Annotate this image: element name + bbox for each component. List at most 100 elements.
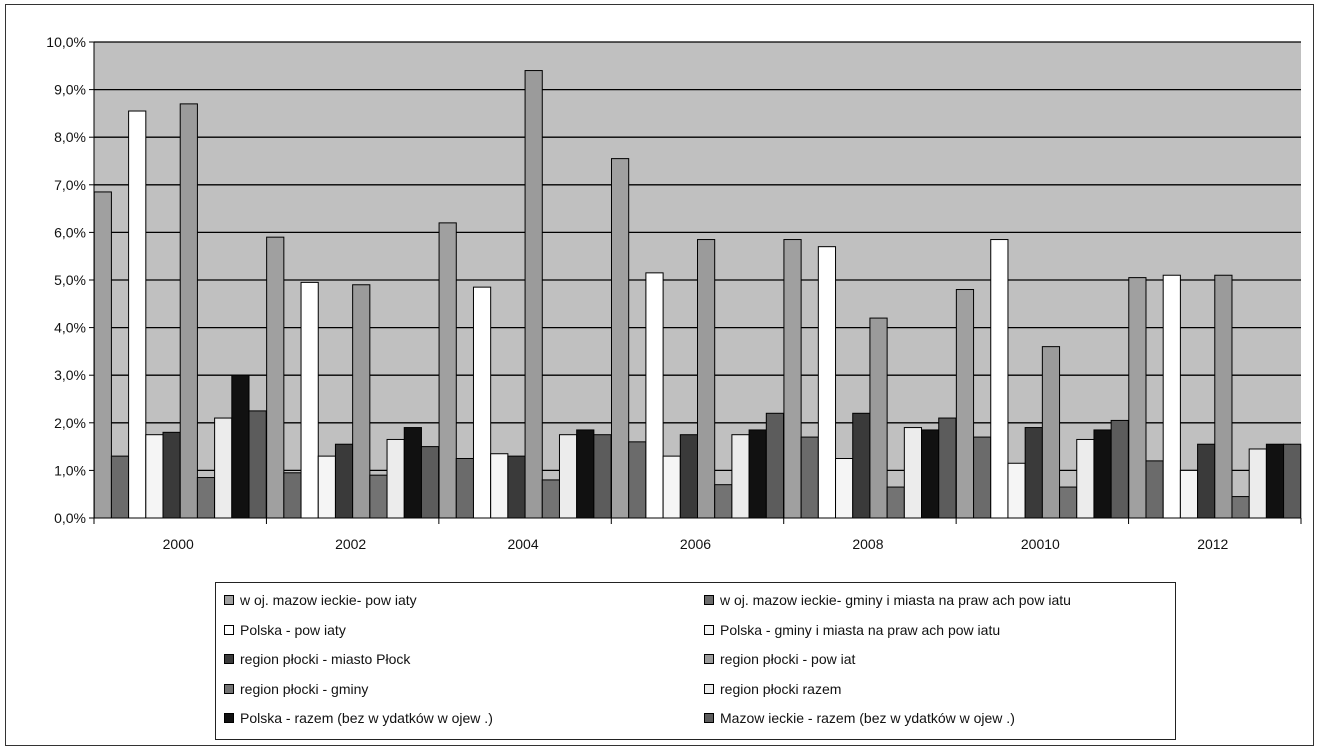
bar bbox=[128, 110, 147, 519]
bar bbox=[869, 317, 888, 519]
bar bbox=[490, 453, 509, 519]
bar bbox=[334, 443, 354, 519]
bar bbox=[783, 239, 802, 519]
bar bbox=[955, 289, 975, 519]
bar bbox=[1093, 429, 1112, 519]
bar bbox=[611, 158, 630, 519]
legend-item: Polska - gminy i miasta na praw ach pow … bbox=[704, 620, 1000, 640]
bar bbox=[628, 441, 647, 519]
legend-label: region płocki - gminy bbox=[240, 680, 369, 697]
legend-item: Polska - pow iaty bbox=[224, 620, 346, 640]
bar bbox=[1128, 277, 1147, 519]
bar bbox=[852, 412, 871, 519]
legend-swatch bbox=[224, 683, 234, 694]
legend-item: Mazow ieckie - razem (bez w ydatków w oj… bbox=[704, 708, 1015, 728]
bar bbox=[231, 374, 250, 519]
legend-label: Polska - razem (bez w ydatków w ojew .) bbox=[240, 710, 493, 726]
bar bbox=[1197, 443, 1216, 519]
bar bbox=[352, 284, 371, 519]
bar bbox=[196, 477, 216, 519]
legend-swatch bbox=[224, 595, 234, 605]
bar bbox=[283, 472, 302, 519]
bar bbox=[1059, 486, 1078, 519]
bar bbox=[697, 239, 716, 519]
legend-swatch bbox=[704, 624, 714, 635]
bar bbox=[973, 436, 992, 519]
legend-swatch bbox=[224, 654, 234, 664]
bar bbox=[817, 246, 837, 519]
bar bbox=[558, 434, 578, 519]
x-tick-label: 2006 bbox=[680, 536, 711, 552]
x-tick-label: 2002 bbox=[335, 536, 366, 552]
y-tick-label: 10,0% bbox=[46, 34, 86, 50]
bar bbox=[145, 434, 164, 519]
y-tick-label: 3,0% bbox=[54, 367, 86, 383]
bar bbox=[455, 458, 474, 519]
x-tick-label: 2000 bbox=[163, 536, 194, 552]
bar bbox=[1024, 427, 1043, 519]
bar bbox=[214, 417, 233, 519]
bar bbox=[938, 417, 957, 519]
bar bbox=[1283, 443, 1302, 519]
bar bbox=[403, 427, 422, 519]
bar bbox=[93, 191, 112, 519]
y-tick-label: 4,0% bbox=[54, 320, 86, 336]
bar bbox=[472, 286, 492, 519]
bar bbox=[541, 479, 560, 519]
legend-swatch bbox=[224, 624, 234, 635]
bar bbox=[1076, 438, 1095, 519]
bar bbox=[266, 236, 285, 519]
legend-item: w oj. mazow ieckie- pow iaty bbox=[224, 590, 417, 610]
y-tick-label: 8,0% bbox=[54, 129, 86, 145]
legend-label: region płocki - pow iat bbox=[720, 651, 856, 667]
bar bbox=[1145, 460, 1164, 519]
legend-label: w oj. mazow ieckie- gminy i miasta na pr… bbox=[720, 592, 1071, 608]
bar bbox=[1162, 274, 1181, 519]
bar bbox=[662, 455, 681, 519]
bar bbox=[1231, 496, 1250, 519]
bar bbox=[714, 484, 733, 519]
legend-item: Polska - razem (bez w ydatków w ojew .) bbox=[224, 708, 493, 728]
bar bbox=[921, 429, 940, 519]
x-tick-label: 20010 bbox=[1021, 536, 1060, 552]
x-tick-label: 2008 bbox=[852, 536, 883, 552]
legend-item: region płocki - miasto Płock bbox=[224, 649, 410, 669]
bar bbox=[886, 486, 905, 519]
bar bbox=[248, 410, 267, 519]
legend-label: w oj. mazow ieckie- pow iaty bbox=[240, 592, 417, 608]
legend-swatch bbox=[704, 713, 714, 723]
legend-swatch bbox=[704, 654, 714, 664]
y-tick-label: 6,0% bbox=[54, 224, 86, 240]
y-tick-label: 9,0% bbox=[54, 82, 86, 98]
bar bbox=[317, 455, 336, 519]
legend-label: Polska - gminy i miasta na praw ach pow … bbox=[720, 621, 1001, 638]
legend-item: region płocki - pow iat bbox=[704, 649, 855, 669]
bar bbox=[1214, 274, 1233, 519]
legend-item: region płocki razem bbox=[704, 679, 841, 699]
legend-label: region płocki - miasto Płock bbox=[240, 651, 411, 667]
bar bbox=[576, 429, 595, 519]
bar bbox=[645, 272, 664, 519]
bar bbox=[110, 455, 130, 519]
bar bbox=[1248, 448, 1267, 519]
bar bbox=[731, 434, 750, 519]
legend-item: region płocki - gminy bbox=[224, 679, 368, 699]
bar bbox=[1265, 443, 1285, 519]
bar bbox=[179, 103, 198, 519]
bar bbox=[524, 70, 543, 519]
bar bbox=[1041, 346, 1061, 519]
y-tick-label: 2,0% bbox=[54, 415, 86, 431]
bar bbox=[369, 474, 388, 519]
legend-label: Polska - pow iaty bbox=[240, 621, 346, 638]
bar-chart: 0,0% 1,0% 2,0% 3,0% 4,0% 5,0% 6,0% 7,0% 8,0% 9,0%… bbox=[46, 34, 1302, 552]
x-tick-label: 2012 bbox=[1197, 536, 1228, 552]
bar bbox=[800, 436, 819, 519]
bar bbox=[748, 429, 767, 519]
bar bbox=[162, 431, 181, 519]
bar bbox=[300, 281, 319, 519]
bar bbox=[1179, 469, 1199, 519]
bar bbox=[386, 438, 405, 519]
bar bbox=[438, 222, 457, 519]
bar bbox=[835, 458, 854, 519]
legend-label: Mazow ieckie - razem (bez w ydatków w oj… bbox=[720, 710, 1015, 726]
